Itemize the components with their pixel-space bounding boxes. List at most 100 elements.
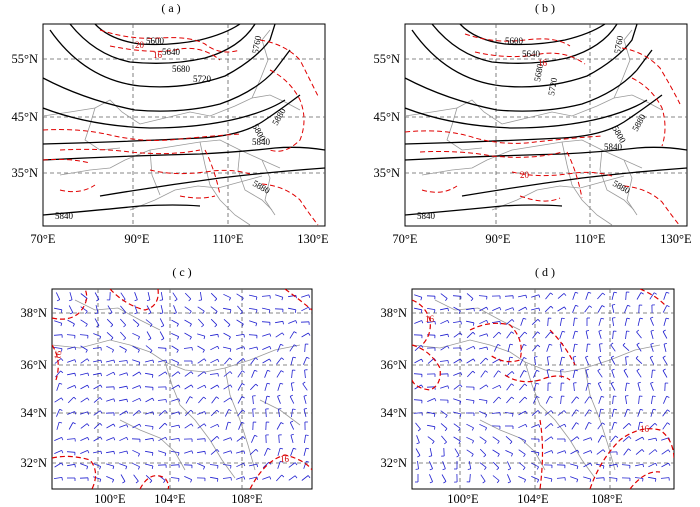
wind-barb-flag — [665, 317, 670, 320]
wind-barb-flag — [255, 357, 259, 361]
wind-barb — [518, 476, 526, 480]
wind-barb — [506, 461, 512, 469]
wind-barb-flag — [612, 304, 616, 306]
panel-d-lat-tick: 32°N — [380, 456, 407, 470]
wind-barb — [584, 422, 590, 430]
wind-barb-flag — [72, 422, 76, 425]
wind-barb-flag — [229, 357, 233, 361]
wind-barb — [144, 425, 154, 427]
wind-barb-flag — [227, 324, 231, 328]
wind-barb — [67, 319, 75, 325]
wind-barb — [650, 344, 654, 352]
wind-barb — [69, 292, 73, 300]
wind-barb-flag — [459, 413, 462, 417]
wind-barb-flag — [486, 306, 489, 310]
wind-barb — [224, 409, 230, 417]
wind-barb-flag — [417, 455, 421, 458]
wind-barb — [53, 347, 63, 349]
wind-barb — [414, 345, 422, 351]
wind-barb — [583, 462, 591, 468]
wind-barb-flag — [73, 396, 77, 400]
wind-barb — [597, 370, 603, 378]
wind-barb — [304, 369, 306, 379]
wind-barb-flag — [576, 396, 580, 400]
wind-barb — [635, 463, 643, 467]
wind-barb-flag — [241, 396, 245, 399]
wind-barb-flag — [217, 359, 220, 363]
wind-barb-flag — [229, 348, 232, 352]
wind-barb-flag — [602, 292, 606, 296]
wind-barb — [507, 474, 511, 482]
wind-barb — [170, 451, 180, 453]
wind-barb-flag — [641, 449, 645, 452]
wind-barb — [479, 333, 487, 337]
wind-barb — [624, 318, 628, 326]
wind-barb — [56, 409, 60, 417]
wind-barb — [184, 476, 192, 480]
wind-barb — [493, 344, 499, 352]
wind-barb-flag — [217, 384, 220, 388]
wind-barb — [303, 357, 307, 365]
wind-barb-flag — [537, 319, 541, 322]
wind-barb-flag — [56, 299, 60, 302]
wind-barb-flag — [666, 291, 670, 294]
wind-barb — [544, 305, 552, 313]
wind-barb — [427, 411, 435, 415]
wind-barb-flag — [74, 373, 76, 377]
wind-barb-flag — [159, 312, 163, 314]
wind-barb — [534, 356, 536, 366]
wind-barb-flag — [134, 312, 138, 315]
wind-barb — [466, 345, 474, 351]
wind-barb-flag — [574, 369, 578, 372]
wind-barb — [158, 371, 166, 377]
wind-barb — [171, 411, 179, 415]
wind-barb — [120, 331, 126, 339]
wind-barb — [223, 450, 231, 454]
wind-barb-flag — [190, 479, 193, 483]
wind-barb-flag — [538, 424, 541, 428]
wind-barb — [597, 383, 603, 391]
wind-barb — [290, 434, 294, 444]
wind-barb-flag — [113, 437, 116, 441]
wind-barb-flag — [550, 436, 554, 440]
wind-barb — [261, 321, 271, 323]
wind-barb-flag — [74, 346, 77, 350]
wind-barb — [237, 305, 243, 313]
wind-barb — [236, 319, 244, 325]
wind-barb — [466, 358, 474, 364]
wind-barb — [520, 344, 524, 352]
panel-b-lon-tick: 70°E — [392, 232, 417, 246]
wind-barb — [610, 435, 616, 443]
wind-barb — [466, 307, 474, 311]
wind-barb-flag — [524, 396, 528, 400]
wind-barb — [663, 292, 667, 300]
wind-barb — [289, 422, 295, 430]
wind-barb — [80, 450, 88, 454]
wind-barb — [545, 292, 551, 300]
wind-barb-flag — [293, 331, 297, 334]
wind-barb — [417, 460, 419, 470]
wind-barb-flag — [650, 355, 654, 358]
wind-barb-flag — [216, 396, 220, 400]
wind-barb — [262, 307, 270, 311]
wind-barb-flag — [126, 437, 129, 441]
wind-barb — [648, 449, 656, 455]
wind-barb — [612, 395, 614, 405]
wind-barb-flag — [511, 371, 515, 374]
wind-barb — [171, 371, 179, 377]
wind-barb-flag — [123, 311, 126, 315]
wind-barb — [291, 369, 293, 379]
wind-barb — [650, 383, 654, 391]
wind-barb — [557, 423, 565, 429]
wind-barb-flag — [269, 358, 272, 362]
wind-barb — [159, 331, 165, 339]
wind-barb-flag — [292, 408, 296, 410]
wind-barb — [265, 408, 267, 418]
wind-barb — [264, 370, 268, 378]
wind-barb — [93, 423, 101, 429]
wind-barb — [479, 319, 487, 325]
panel-d-lon-tick: 104°E — [517, 492, 549, 506]
wind-barb — [67, 463, 75, 467]
wind-barb — [236, 476, 244, 480]
wind-barb — [277, 448, 281, 456]
